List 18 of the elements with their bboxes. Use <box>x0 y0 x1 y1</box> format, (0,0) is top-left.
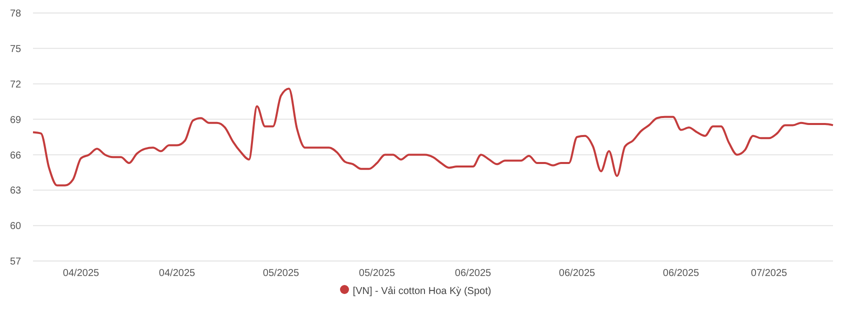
y-tick-label: 72 <box>10 79 22 90</box>
x-tick-label: 04/2025 <box>62 268 100 280</box>
x-tick-label: 06/2025 <box>454 268 492 280</box>
x-tick-label: 06/2025 <box>558 268 596 280</box>
x-tick-label: 05/2025 <box>358 268 396 280</box>
x-tick-label: 07/2025 <box>750 268 788 280</box>
legend-label: [VN] - Vải cotton Hoa Kỳ (Spot) <box>352 286 492 297</box>
x-tick-label: 06/2025 <box>662 268 700 280</box>
x-tick-label: 04/2025 <box>158 268 196 280</box>
y-tick-label: 69 <box>10 114 22 126</box>
x-tick-label: 05/2025 <box>262 268 300 280</box>
y-tick-label: 66 <box>10 150 22 162</box>
y-tick-label: 63 <box>10 186 22 197</box>
line-series <box>32 88 834 186</box>
y-tick-label: 57 <box>10 256 22 268</box>
y-tick-label: 60 <box>10 221 22 232</box>
y-tick-label: 78 <box>10 8 22 20</box>
y-tick-label: 75 <box>10 44 22 55</box>
